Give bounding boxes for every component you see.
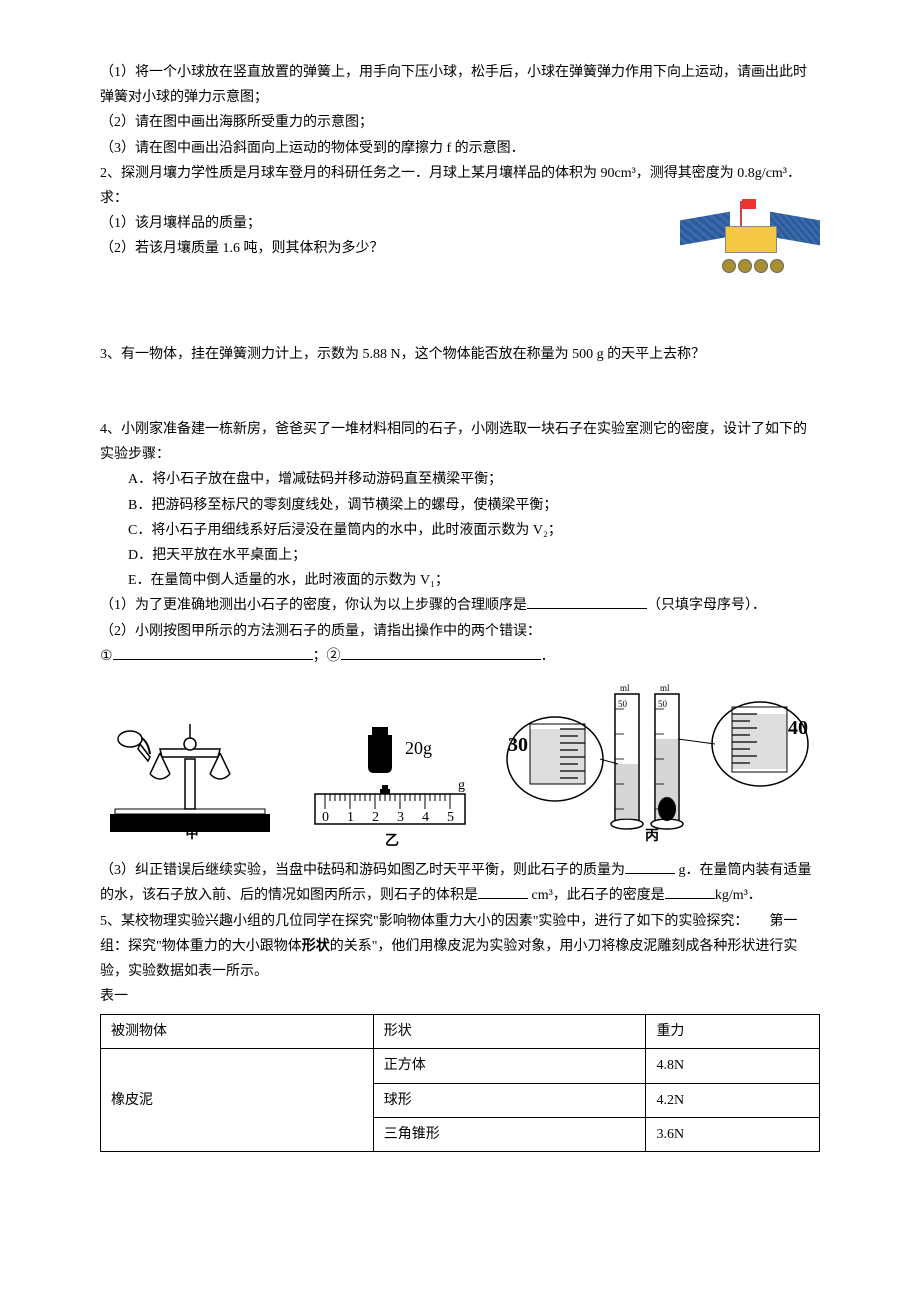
svg-text:0: 0 xyxy=(322,810,329,825)
data-table: 被测物体 形状 重力 橡皮泥 正方体 4.8N 球形 4.2N 三角锥形 3.6… xyxy=(100,1014,820,1152)
svg-text:5: 5 xyxy=(447,810,454,825)
q4-step-c: C．将小石子用细线系好后浸没在量筒内的水中，此时液面示数为 V₂； xyxy=(100,518,820,543)
q4-part3-a: （3）纠正错误后继续实验，当盘中砝码和游码如图乙时天平平衡，则此石子的质量为 xyxy=(100,863,625,878)
q3-text: 3、有一物体，挂在弹簧测力计上，示数为 5.88 N，这个物体能否放在称量为 5… xyxy=(100,342,820,367)
q4-part2: （2）小刚按图甲所示的方法测石子的质量，请指出操作中的两个错误： xyxy=(100,619,820,644)
q1-part1: （1）将一个小球放在竖直放置的弹簧上，用手向下压小球，松手后，小球在弹簧弹力作用… xyxy=(100,60,820,110)
table-header-row: 被测物体 形状 重力 xyxy=(101,1015,820,1049)
table-row: 橡皮泥 正方体 4.8N xyxy=(101,1049,820,1083)
balance-figure xyxy=(100,699,280,839)
q4-part3-d: kg/m³． xyxy=(715,888,762,903)
q4-step-b: B．把游码移至标尺的零刻度线处，调节横梁上的螺母，使横梁平衡； xyxy=(100,493,820,518)
svg-text:g: g xyxy=(458,778,465,793)
cell-weight: 3.6N xyxy=(646,1117,820,1151)
q4-part1: （1）为了更准确地测出小石子的密度，你认为以上步骤的合理顺序是 （只填字母序号）． xyxy=(100,593,820,618)
q4-figures: 甲 20g 0 1 2 xyxy=(100,679,820,848)
cell-shape: 正方体 xyxy=(373,1049,646,1083)
svg-text:50: 50 xyxy=(658,699,668,709)
q5-stem: 5、某校物理实验兴趣小组的几位同学在探究"影响物体重力大小的因素"实验中，进行了… xyxy=(100,909,820,985)
cell-shape: 球形 xyxy=(373,1083,646,1117)
svg-text:3: 3 xyxy=(397,810,404,825)
q4-part1-post: （只填字母序号）． xyxy=(647,598,766,613)
svg-text:30: 30 xyxy=(508,734,528,756)
q4-step-d: D．把天平放在水平桌面上； xyxy=(100,543,820,568)
blank-volume xyxy=(478,884,528,899)
blank-order xyxy=(527,594,647,609)
q4-errors-line: ① ；② ． xyxy=(100,644,820,669)
blank-err1 xyxy=(113,645,313,660)
q4-part3: （3）纠正错误后继续实验，当盘中砝码和游码如图乙时天平平衡，则此石子的质量为 g… xyxy=(100,858,820,908)
q5-table-label: 表一 xyxy=(100,984,820,1009)
q4-step-e: E．在量筒中倒人适量的水，此时液面的示数为 V₁； xyxy=(100,568,820,593)
lunar-rover-figure xyxy=(680,191,820,281)
th-object: 被测物体 xyxy=(101,1015,374,1049)
cell-weight: 4.8N xyxy=(646,1049,820,1083)
q1-part2: （2）请在图中画出海豚所受重力的示意图； xyxy=(100,110,820,135)
blank-err2 xyxy=(341,645,541,660)
q4-stem: 4、小刚家准备建一栋新房，爸爸买了一堆材料相同的石子，小刚选取一块石子在实验室测… xyxy=(100,417,820,467)
cell-material: 橡皮泥 xyxy=(101,1049,374,1152)
ruler-weight-figure: 20g 0 1 2 3 4 5 g xyxy=(310,719,470,839)
svg-text:40: 40 xyxy=(788,717,808,739)
err-sep: ；② xyxy=(313,649,341,664)
q5-stem-a: 5、某校物理实验兴趣小组的几位同学在探究"影响物体重力大小的因素"实验中，进行了… xyxy=(100,914,748,929)
q4-step-a: A．将小石子放在盘中，增减砝码并移动游码直至横梁平衡； xyxy=(100,467,820,492)
q5-bold-shape: 形状 xyxy=(302,939,330,954)
q1-part3: （3）请在图中画出沿斜面向上运动的物体受到的摩擦力 f 的示意图． xyxy=(100,136,820,161)
figure-label-jia: 甲 xyxy=(185,822,199,847)
svg-text:ml: ml xyxy=(620,683,630,693)
err-end: ． xyxy=(541,649,555,664)
cylinders-figure: ml 50 ml 50 xyxy=(500,679,820,839)
blank-mass xyxy=(625,859,675,874)
err1-label: ① xyxy=(100,649,113,664)
svg-text:20g: 20g xyxy=(405,738,432,758)
svg-text:ml: ml xyxy=(660,683,670,693)
th-shape: 形状 xyxy=(373,1015,646,1049)
svg-text:2: 2 xyxy=(372,810,379,825)
q4-part1-pre: （1）为了更准确地测出小石子的密度，你认为以上步骤的合理顺序是 xyxy=(100,598,527,613)
figure-label-yi: 乙 xyxy=(385,829,399,854)
svg-text:1: 1 xyxy=(347,810,354,825)
th-weight: 重力 xyxy=(646,1015,820,1049)
cell-weight: 4.2N xyxy=(646,1083,820,1117)
figure-label-bing: 丙 xyxy=(645,824,659,849)
cell-shape: 三角锥形 xyxy=(373,1117,646,1151)
blank-density xyxy=(665,884,715,899)
q4-part3-c: cm³，此石子的密度是 xyxy=(532,888,665,903)
svg-text:4: 4 xyxy=(422,810,429,825)
svg-text:50: 50 xyxy=(618,699,628,709)
